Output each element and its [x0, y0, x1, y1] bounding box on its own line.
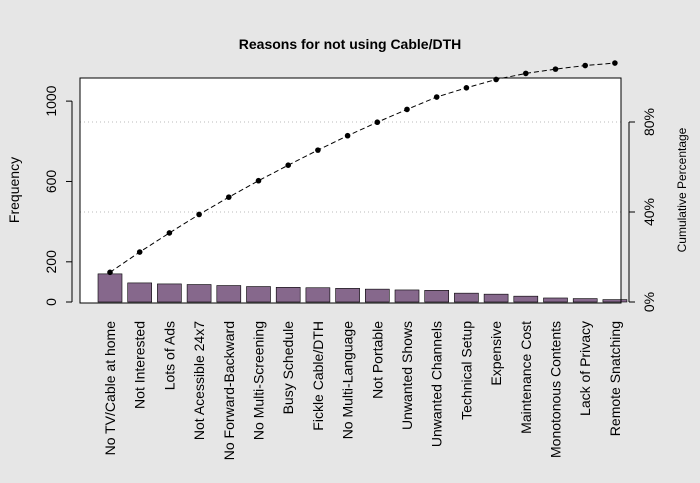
bar — [246, 286, 271, 303]
cumulative-point — [166, 230, 173, 236]
category-label: Monotonous Contents — [548, 321, 564, 458]
bar — [394, 289, 420, 303]
cumulative-point — [226, 194, 232, 200]
cumulative-point — [344, 132, 351, 139]
cumulative-point — [404, 106, 410, 113]
category-label: Not Acessible 24x7 — [191, 321, 207, 440]
chart-title: Reasons for not using Cable/DTH — [239, 36, 461, 52]
cumulative-point — [463, 85, 470, 91]
bar — [186, 284, 212, 303]
category-label: No Multi-Language — [340, 321, 356, 440]
bar — [275, 287, 301, 303]
category-label: No Forward-Backward — [221, 321, 237, 460]
bar — [543, 297, 568, 303]
bar — [602, 299, 628, 303]
bar — [97, 273, 123, 303]
category-label: No TV/Cable at home — [102, 321, 118, 456]
y-tick-label: 1000 — [43, 85, 59, 116]
cumulative-point — [433, 94, 440, 100]
cumulative-line — [109, 62, 615, 273]
bar — [364, 288, 390, 303]
category-label: Lack of Privacy — [577, 321, 593, 416]
category-label: Not Interested — [132, 321, 148, 409]
cumulative-point — [196, 211, 202, 218]
category-label: Lots of Ads — [161, 321, 177, 390]
y2-tick-label: 40% — [641, 198, 657, 226]
bar — [305, 287, 331, 303]
category-label: Unwanted Channels — [429, 321, 445, 447]
cumulative-point — [552, 66, 559, 72]
bar — [483, 293, 509, 303]
category-label: Busy Schedule — [280, 321, 296, 415]
y-tick-label: 600 — [43, 170, 59, 194]
bar — [424, 290, 450, 303]
category-label: Fickle Cable/DTH — [310, 321, 326, 431]
y2-tick-label: 80% — [641, 108, 657, 136]
category-label: Technical Setup — [458, 321, 474, 420]
category-label: Remote Snatching — [607, 321, 623, 436]
cumulative-point — [523, 70, 529, 77]
y2-tick-label: 0% — [641, 292, 657, 312]
bar — [335, 288, 360, 303]
cumulative-point — [255, 177, 262, 184]
bar — [216, 285, 242, 303]
bar — [157, 283, 182, 303]
cumulative-point — [285, 162, 292, 168]
cumulative-point — [582, 62, 588, 69]
plot-panel — [80, 78, 621, 303]
bar — [127, 282, 152, 303]
y-tick-label: 0 — [43, 298, 59, 306]
category-label: Maintenance Cost — [518, 321, 534, 434]
plot-border — [79, 77, 622, 304]
bar — [454, 292, 479, 303]
category-label: Unwanted Shows — [399, 321, 415, 430]
cumulative-point — [315, 147, 321, 153]
bar — [572, 298, 598, 303]
cumulative-point — [136, 249, 143, 255]
category-label: No Multi-Screening — [251, 321, 267, 440]
bar — [513, 295, 539, 303]
category-label: Not Portable — [369, 321, 385, 399]
y2-axis-title: Cumulative Percentage — [675, 127, 689, 252]
cumulative-point — [374, 119, 381, 126]
cumulative-point — [612, 60, 618, 66]
y-tick-label: 200 — [43, 250, 59, 274]
category-label: Expensive — [488, 321, 504, 386]
y-axis-title: Frequency — [6, 157, 22, 223]
cumulative-point — [107, 269, 113, 276]
